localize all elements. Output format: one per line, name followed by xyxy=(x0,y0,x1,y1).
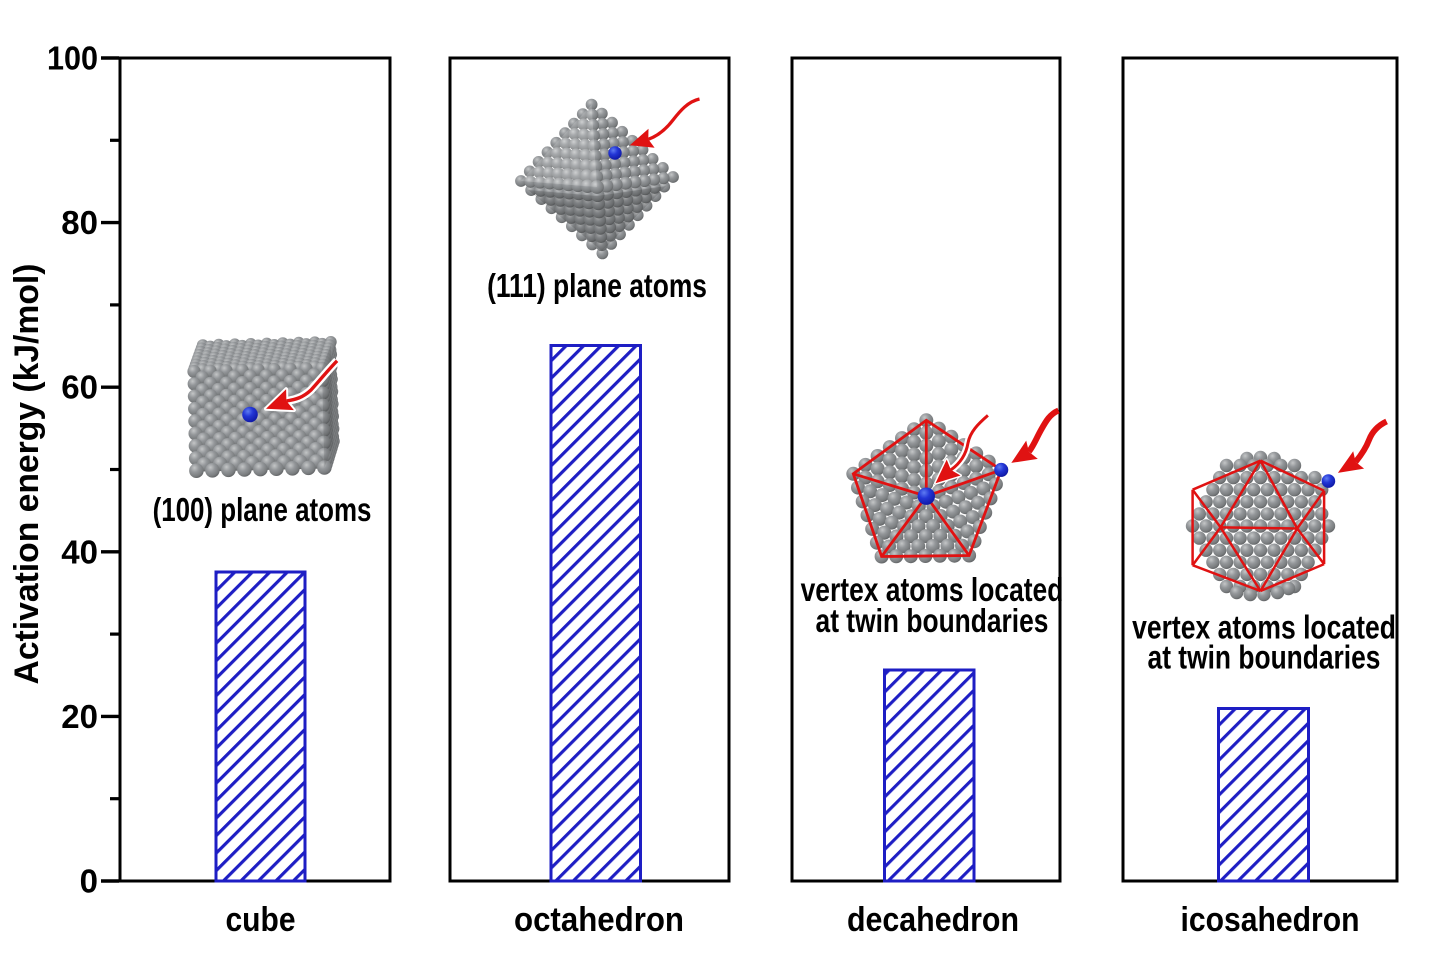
svg-text:100: 100 xyxy=(47,40,98,77)
svg-text:0: 0 xyxy=(80,863,98,900)
svg-text:80: 80 xyxy=(61,204,98,241)
svg-text:at twin boundaries: at twin boundaries xyxy=(816,603,1049,639)
svg-text:20: 20 xyxy=(61,698,98,735)
svg-text:decahedron: decahedron xyxy=(847,901,1019,939)
svg-text:vertex atoms located: vertex atoms located xyxy=(1132,610,1396,646)
svg-text:(100) plane atoms: (100) plane atoms xyxy=(153,492,372,529)
svg-text:icosahedron: icosahedron xyxy=(1181,901,1360,939)
svg-text:at twin boundaries: at twin boundaries xyxy=(1148,640,1381,676)
svg-text:cube: cube xyxy=(226,901,296,939)
svg-text:40: 40 xyxy=(61,533,98,570)
svg-text:octahedron: octahedron xyxy=(514,901,684,939)
svg-text:60: 60 xyxy=(61,369,98,406)
svg-text:(111) plane atoms: (111) plane atoms xyxy=(487,268,707,304)
svg-text:vertex atoms located: vertex atoms located xyxy=(801,572,1064,608)
svg-text:Activation energy (kJ/mol): Activation energy (kJ/mol) xyxy=(8,264,46,685)
